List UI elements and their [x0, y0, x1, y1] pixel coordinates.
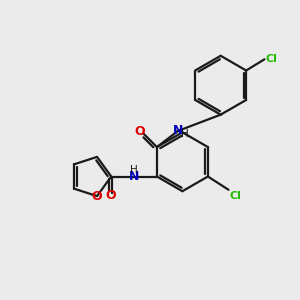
Text: O: O — [105, 189, 116, 202]
Text: N: N — [129, 170, 139, 183]
Text: H: H — [181, 129, 188, 139]
Text: Cl: Cl — [266, 54, 278, 64]
Text: O: O — [135, 125, 146, 138]
Text: N: N — [173, 124, 183, 137]
Text: Cl: Cl — [230, 191, 242, 201]
Text: O: O — [92, 190, 102, 202]
Text: H: H — [130, 165, 138, 175]
